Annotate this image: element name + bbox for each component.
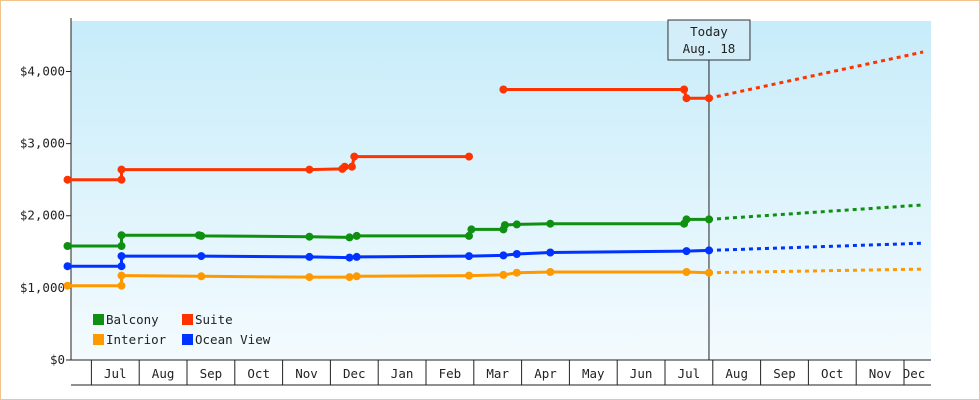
y-axis: $0 $1,000 $2,000 $3,000 $4,000 <box>20 18 72 367</box>
data-point <box>682 268 691 276</box>
data-point <box>117 271 126 280</box>
today-marker: Today Aug. 18 <box>667 19 751 360</box>
series-ocean-view <box>63 241 924 271</box>
data-point <box>465 231 473 240</box>
projection-line <box>708 203 924 221</box>
data-point <box>340 162 349 171</box>
x-tick-label: Mar <box>486 366 509 381</box>
x-tick-label: Jul <box>678 366 701 381</box>
data-point <box>63 281 72 290</box>
data-point <box>465 271 473 280</box>
data-point <box>467 225 476 234</box>
today-label: Today <box>690 24 728 39</box>
x-tick-label: Dec <box>903 366 926 381</box>
x-tick-label: Jun <box>630 366 653 381</box>
series-interior <box>63 267 924 290</box>
data-point <box>117 175 126 184</box>
x-tick-label: Jan <box>391 366 414 381</box>
x-tick-label: Nov <box>295 366 318 381</box>
data-point <box>682 94 691 103</box>
data-point <box>499 85 508 94</box>
data-point <box>500 221 509 230</box>
data-point <box>305 273 314 282</box>
data-point <box>117 281 126 290</box>
legend-swatch <box>182 314 193 325</box>
data-point <box>117 262 126 271</box>
x-tick-label: Sep <box>200 366 223 381</box>
data-point <box>512 220 521 229</box>
data-point <box>512 250 521 258</box>
x-tick-label: Dec <box>343 366 366 381</box>
data-point <box>305 232 314 241</box>
legend-swatch <box>182 334 193 345</box>
today-box <box>667 19 751 61</box>
x-tick-label: Aug <box>152 366 175 381</box>
x-tick-label: May <box>582 366 605 381</box>
data-point <box>682 247 691 256</box>
x-tick-label: Oct <box>247 366 270 381</box>
y-tick-label: $0 <box>50 352 65 367</box>
projection-line <box>708 241 924 252</box>
data-point <box>347 162 356 171</box>
data-point <box>546 248 555 257</box>
data-point <box>63 262 72 271</box>
series-line <box>503 88 709 100</box>
x-tick-label: Sep <box>773 366 796 381</box>
y-tick-label: $2,000 <box>20 208 65 223</box>
legend-swatch <box>93 314 104 325</box>
data-point <box>499 251 508 260</box>
y-tick-label: $3,000 <box>20 136 65 151</box>
data-point <box>63 175 72 184</box>
legend-label: Interior <box>106 332 167 347</box>
legend: Balcony Suite Interior Ocean View <box>93 312 271 347</box>
data-point <box>345 273 354 282</box>
series-balcony <box>63 203 924 250</box>
series-layer <box>63 50 924 290</box>
data-point <box>352 231 361 240</box>
plot-background <box>71 21 931 360</box>
data-point <box>352 252 361 261</box>
data-point <box>117 242 126 250</box>
data-point <box>117 231 126 240</box>
data-point <box>305 252 314 261</box>
data-point <box>117 165 126 174</box>
data-point <box>499 270 508 279</box>
series-suite <box>63 50 924 184</box>
data-point <box>197 252 206 261</box>
x-axis: Jul Aug Sep Oct Nov Dec Jan Feb Mar Apr May Jun Jul A… <box>71 359 931 386</box>
y-tick-label: $4,000 <box>20 63 65 78</box>
x-tick-label: Feb <box>439 366 462 381</box>
data-point <box>345 253 354 262</box>
projection-line <box>708 267 924 275</box>
data-point <box>345 233 354 242</box>
data-point <box>465 252 473 261</box>
x-tick-label: Nov <box>869 366 892 381</box>
legend-label: Balcony <box>106 312 159 327</box>
data-point <box>680 85 689 94</box>
legend-swatch <box>93 334 104 345</box>
data-point <box>350 152 359 161</box>
data-point <box>197 272 206 281</box>
y-tick-label: $1,000 <box>20 280 65 295</box>
today-date: Aug. 18 <box>683 41 736 56</box>
data-point <box>197 231 206 240</box>
data-point <box>117 252 126 261</box>
data-point <box>546 268 555 276</box>
x-tick-label: Oct <box>821 366 844 381</box>
x-tick-label: Aug <box>725 366 748 381</box>
data-point <box>682 215 691 224</box>
data-point <box>305 165 314 174</box>
x-tick-label: Apr <box>534 366 557 381</box>
x-tick-label: Jul <box>104 366 127 381</box>
data-point <box>546 219 555 228</box>
legend-label: Ocean View <box>195 332 271 347</box>
data-point <box>352 272 361 281</box>
data-point <box>63 242 72 250</box>
legend-label: Suite <box>195 312 233 327</box>
data-point <box>465 152 473 161</box>
data-point <box>512 268 521 277</box>
